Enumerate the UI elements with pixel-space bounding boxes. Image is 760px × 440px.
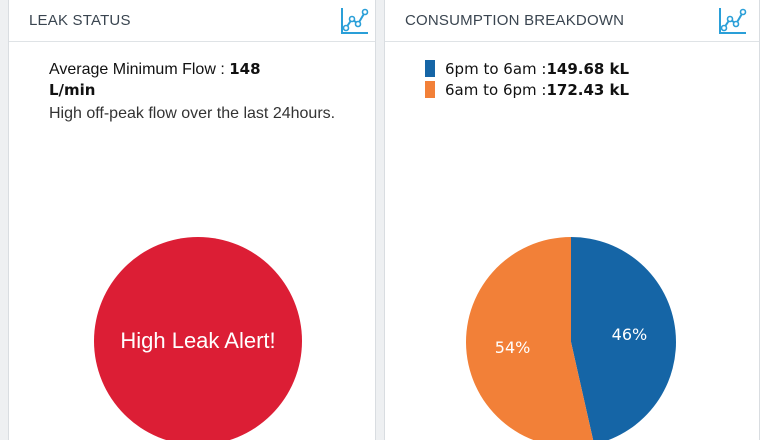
flow-unit: L/min — [49, 81, 96, 99]
leak-status-panel: LEAK STATUS Average Minimum Flow : 148 L… — [8, 0, 376, 440]
pie-label-night: 46% — [612, 325, 648, 344]
legend-label-day: 6am to 6pm : — [445, 80, 547, 99]
flow-label: Average Minimum Flow : — [49, 61, 230, 78]
flow-note: High off-peak flow over the last 24hours… — [49, 105, 336, 122]
pie-label-day: 54% — [495, 338, 531, 357]
legend-label-night: 6pm to 6am : — [445, 59, 547, 78]
consumption-legend: 6pm to 6am : 149.68 kL 6am to 6pm : 172.… — [425, 58, 629, 100]
flow-value: 148 — [229, 60, 261, 78]
leak-alert-text: High Leak Alert! — [120, 328, 276, 353]
legend-value-night: 149.68 kL — [546, 59, 630, 78]
leak-status-header: LEAK STATUS — [9, 0, 375, 42]
leak-status-title: LEAK STATUS — [29, 12, 131, 29]
legend-value-day: 172.43 kL — [546, 80, 630, 99]
legend-item-night: 6pm to 6am : 149.68 kL — [425, 58, 629, 79]
average-minimum-flow: Average Minimum Flow : 148 L/min High of… — [49, 59, 339, 124]
consumption-title: CONSUMPTION BREAKDOWN — [405, 12, 625, 29]
line-chart-icon[interactable] — [715, 4, 749, 38]
pie-slice-night[interactable] — [571, 237, 676, 440]
legend-item-day: 6am to 6pm : 172.43 kL — [425, 79, 629, 100]
consumption-pie-chart: 46% 54% — [466, 237, 676, 440]
line-chart-icon[interactable] — [337, 4, 371, 38]
consumption-header: CONSUMPTION BREAKDOWN — [385, 0, 759, 42]
consumption-breakdown-panel: CONSUMPTION BREAKDOWN 6pm to 6am : 149.6… — [384, 0, 760, 440]
leak-alert-indicator: High Leak Alert! — [94, 237, 302, 440]
legend-swatch-day — [425, 81, 435, 98]
pie-slice-day[interactable] — [466, 237, 594, 440]
legend-swatch-night — [425, 60, 435, 77]
